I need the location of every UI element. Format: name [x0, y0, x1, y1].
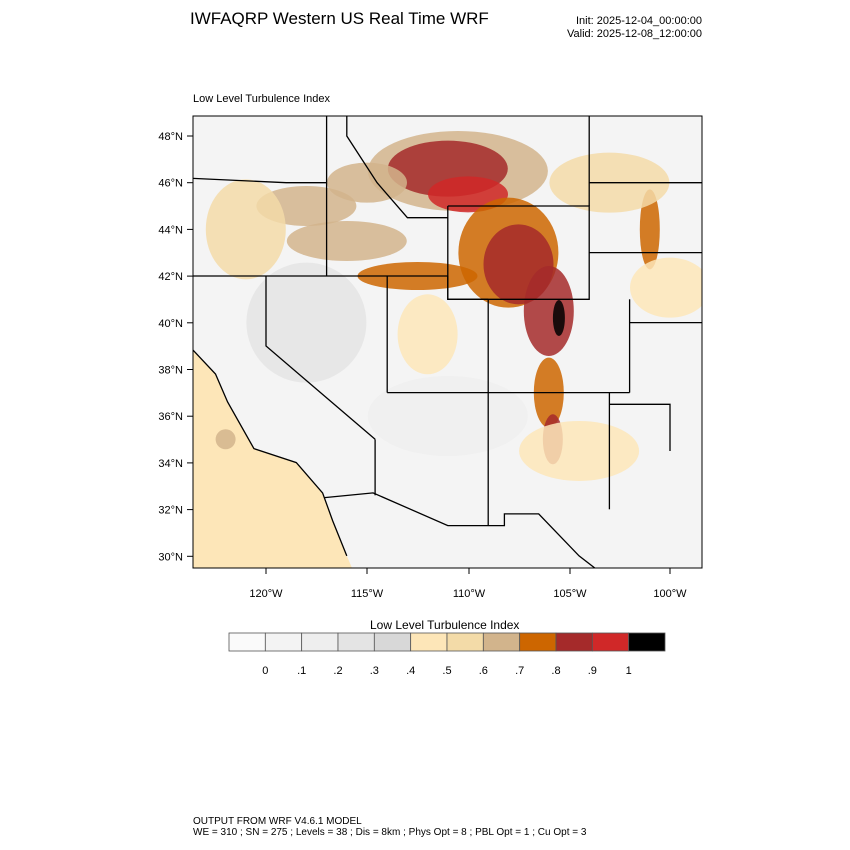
lat-label: 46°N	[158, 178, 183, 190]
colorbar-swatch	[519, 632, 557, 652]
map-frame	[192, 115, 703, 569]
colorbar-label: .3	[370, 665, 379, 677]
model-info: OUTPUT FROM WRF V4.6.1 MODEL WE = 310 ; …	[193, 816, 586, 838]
lon-label: 120°W	[249, 588, 283, 600]
lat-label: 34°N	[158, 458, 183, 470]
init-time: Init: 2025-12-04_00:00:00	[576, 15, 702, 27]
turbulence-area	[367, 375, 528, 456]
plot-title: IWFAQRP Western US Real Time WRF	[190, 9, 489, 28]
colorbar-label: .7	[515, 665, 524, 677]
border-line	[265, 276, 376, 440]
border-line	[346, 116, 448, 219]
colorbar-swatch	[591, 632, 630, 652]
turbulence-area	[286, 220, 407, 261]
model-version: OUTPUT FROM WRF V4.6.1 MODEL	[193, 816, 362, 827]
colorbar-label: .5	[442, 665, 451, 677]
colorbar-title: Low Level Turbulence Index	[370, 618, 520, 632]
lat-label: 36°N	[158, 411, 183, 423]
turbulence-area	[327, 162, 407, 203]
map-subtitle: Low Level Turbulence Index	[193, 93, 330, 105]
colorbar-swatch	[555, 632, 593, 652]
colorbar-label: .8	[551, 665, 560, 677]
turbulence-area	[205, 179, 286, 280]
colorbar-swatch	[446, 632, 484, 652]
colorbar-label: 1	[626, 665, 632, 677]
colorbar-swatch	[337, 632, 375, 652]
lat-label: 40°N	[158, 318, 183, 330]
lat-label: 44°N	[158, 224, 183, 236]
lon-label: 110°W	[453, 588, 486, 600]
colorbar-label: .1	[297, 665, 306, 677]
colorbar: 0 .1 .2 .3 .4 .5 .6 .7 .8 .9 1	[228, 632, 666, 677]
colorbar-label: .2	[333, 665, 342, 677]
lat-label: 42°N	[158, 271, 183, 283]
lon-label: 115°W	[351, 588, 384, 600]
colorbar-swatch	[482, 632, 521, 652]
border-line	[193, 177, 327, 184]
lon-label: 105°W	[553, 588, 587, 600]
colorbar-label: .4	[406, 665, 415, 677]
colorbar-swatch	[228, 632, 266, 652]
valid-time: Valid: 2025-12-08_12:00:00	[567, 28, 702, 40]
turbulence-area	[246, 262, 367, 383]
model-config: WE = 310 ; SN = 275 ; Levels = 38 ; Dis …	[193, 827, 587, 838]
lat-label: 32°N	[158, 505, 183, 517]
lon-label: 100°W	[653, 588, 687, 600]
turbulence-area	[215, 429, 236, 450]
init-valid-times: Init: 2025-12-04_00:00:00 Valid: 2025-12…	[567, 15, 702, 41]
colorbar-swatch	[264, 632, 303, 652]
turbulence-area	[552, 299, 565, 336]
lat-label: 38°N	[158, 365, 183, 377]
turbulence-area	[639, 189, 660, 270]
turbulence-area	[523, 265, 574, 356]
colorbar-swatch	[628, 632, 666, 652]
turbulence-area	[630, 257, 702, 318]
colorbar-label: 0	[262, 665, 268, 677]
colorbar-swatch	[301, 632, 339, 652]
border-line	[324, 492, 596, 568]
border-line	[193, 349, 348, 557]
map-axes: 48°N 46°N 44°N 42°N 40°N 38°N 36°N 34°N 32°N 30°N…	[158, 131, 687, 600]
lat-label: 30°N	[158, 551, 183, 563]
turbulence-area	[397, 294, 458, 375]
turbulence-area	[519, 420, 640, 481]
colorbar-label: .9	[588, 665, 597, 677]
colorbar-swatch	[410, 632, 448, 652]
colorbar-label: .6	[479, 665, 488, 677]
lat-label: 48°N	[158, 131, 183, 143]
state-borders	[193, 116, 702, 568]
colorbar-swatch	[373, 632, 412, 652]
border-line	[609, 403, 671, 451]
border-line	[447, 205, 590, 300]
